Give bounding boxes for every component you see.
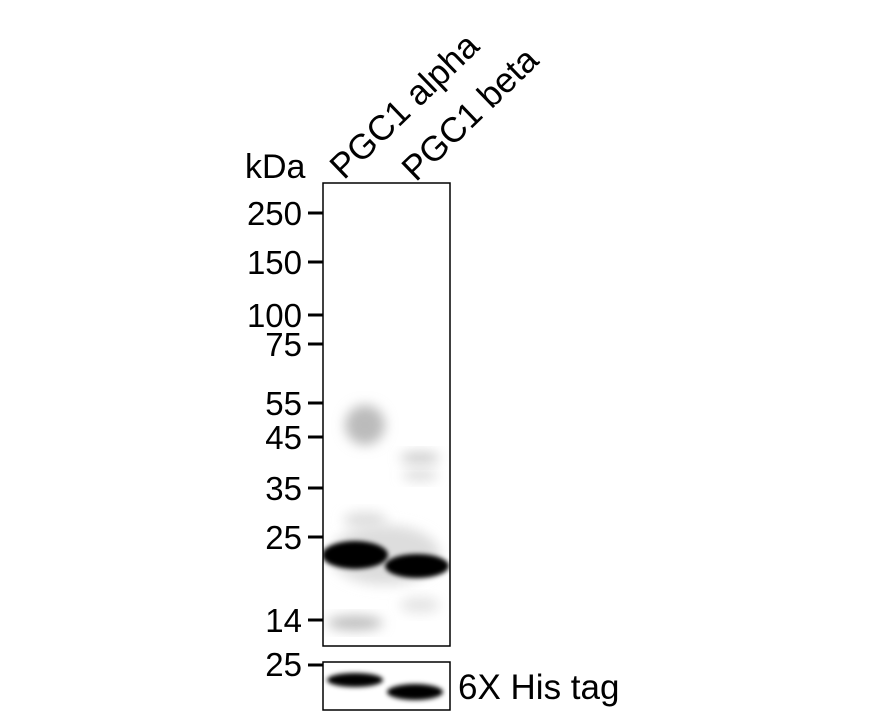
lower-blot-frame bbox=[322, 661, 451, 711]
main-blot-frame bbox=[322, 182, 451, 647]
marker-25: 25 bbox=[265, 519, 302, 556]
tick-marks bbox=[308, 211, 323, 667]
marker-55: 55 bbox=[265, 385, 302, 422]
marker-14: 14 bbox=[265, 602, 302, 639]
marker-100: 100 bbox=[246, 297, 302, 334]
lower-panel-label: 6X His tag bbox=[458, 668, 620, 707]
marker-45: 45 bbox=[265, 419, 302, 456]
marker-75: 75 bbox=[265, 326, 302, 363]
main-blot bbox=[323, 405, 449, 630]
lower-blot bbox=[327, 673, 443, 700]
marker-35: 35 bbox=[265, 470, 302, 507]
marker-150: 150 bbox=[246, 244, 302, 281]
marker-250: 250 bbox=[246, 195, 302, 232]
lower-marker-25: 25 bbox=[265, 646, 302, 683]
unit-label: kDa bbox=[245, 148, 306, 186]
